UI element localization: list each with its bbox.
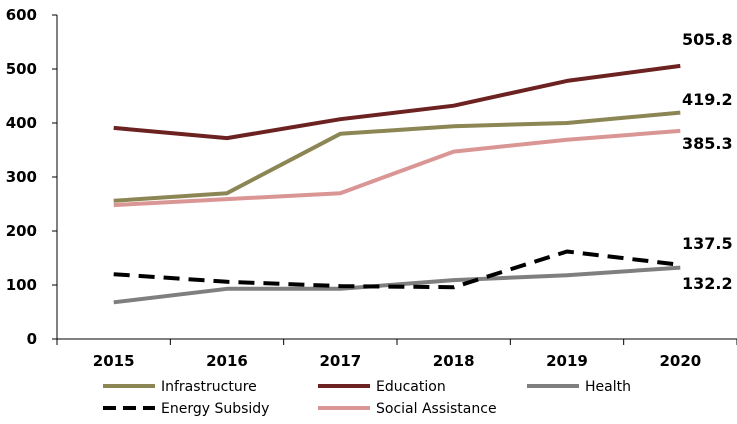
series-line-health [113,265,681,305]
y-tick-label: 300 [6,168,37,186]
series-line-social-assistance [113,128,681,208]
y-tick-label: 600 [6,6,37,24]
legend-label: Health [585,379,631,395]
end-value-label: 419.2 [682,90,733,109]
end-value-label: 385.3 [682,134,733,153]
chart-legend: Infrastructure Education Health Energy Subs… [103,379,631,417]
x-tick-label: 2016 [206,352,248,370]
x-tick-label: 2019 [546,352,588,370]
y-tick-label: 100 [6,276,37,294]
y-tick-label: 500 [6,60,37,78]
chart-end-labels: 419.2 505.8 132.2 137.5 385.3 [682,30,733,293]
chart-series [113,63,681,305]
end-value-label: 132.2 [682,274,733,293]
legend-label: Energy Subsidy [161,401,269,417]
x-tick-label: 2015 [93,352,135,370]
series-line-infrastructure [113,110,681,203]
chart-axes: 0 100 200 300 400 500 600 2015 2016 2017 2018 2019 2… [6,6,737,370]
end-value-label: 505.8 [682,30,733,49]
x-tick-label: 2020 [659,352,701,370]
y-tick-label: 0 [27,330,37,348]
end-value-label: 137.5 [682,234,733,253]
y-tick-label: 400 [6,114,37,132]
legend-label: Education [376,379,446,395]
legend-label: Infrastructure [161,379,257,395]
x-tick-label: 2017 [319,352,361,370]
legend-label: Social Assistance [376,401,497,417]
x-tick-label: 2018 [433,352,475,370]
series-line-energy-subsidy [113,249,681,290]
y-tick-label: 200 [6,222,37,240]
series-line-education [113,63,681,141]
